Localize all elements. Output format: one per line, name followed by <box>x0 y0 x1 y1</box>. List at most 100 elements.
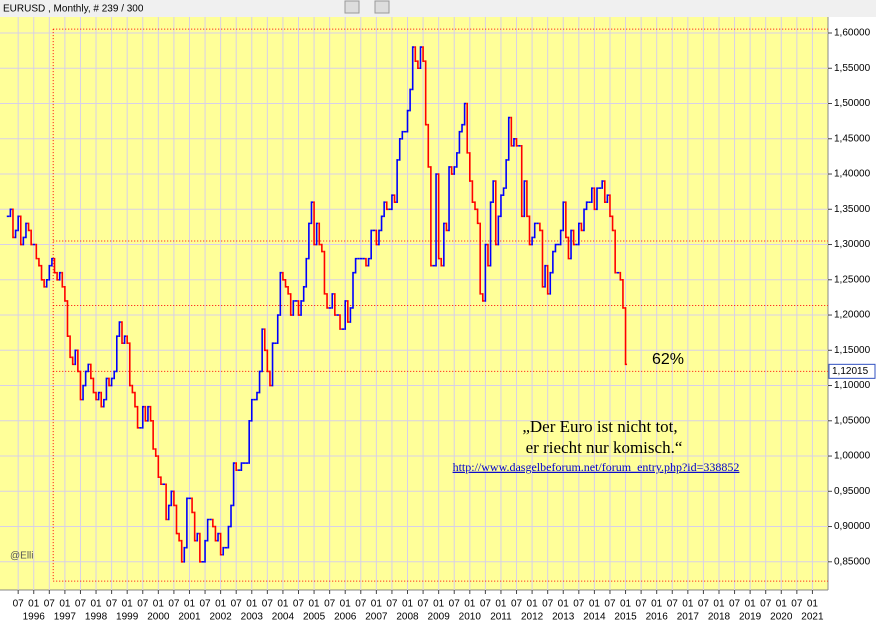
ohlc-bar <box>180 539 184 563</box>
ohlc-bar <box>541 229 544 288</box>
ohlc-bar <box>577 222 581 246</box>
ohlc-bar <box>525 180 529 218</box>
year-label: 2001 <box>178 612 201 623</box>
ohlc-bar <box>17 215 20 232</box>
ohlc-bar <box>87 363 90 373</box>
quote-line: er riecht nur komisch.“ <box>526 438 683 457</box>
x-tick-label: 01 <box>59 599 71 610</box>
ohlc-bar <box>248 419 251 464</box>
year-label: 2019 <box>739 612 762 623</box>
ohlc-bar <box>375 229 378 246</box>
ohlc-bar <box>313 201 316 246</box>
year-label: 2013 <box>552 612 575 623</box>
ohlc-bar <box>523 180 526 218</box>
ohlc-bar <box>89 363 93 380</box>
ohlc-bar <box>40 264 44 281</box>
ohlc-bar <box>196 532 199 542</box>
ohlc-bar <box>211 518 215 528</box>
ohlc-bar <box>479 222 482 295</box>
ohlc-bar <box>476 208 480 225</box>
year-label: 1999 <box>116 612 139 623</box>
ohlc-bar <box>463 102 467 126</box>
ohlc-bar <box>326 293 329 309</box>
x-tick-label: 01 <box>433 599 445 610</box>
ohlc-bar <box>608 194 612 218</box>
ohlc-bar <box>170 490 173 507</box>
ohlc-bar <box>333 293 337 316</box>
ohlc-bar <box>427 123 430 168</box>
ohlc-bar <box>268 370 272 387</box>
x-tick-label: 01 <box>745 599 757 610</box>
ohlc-bar <box>219 532 223 556</box>
x-tick-label: 07 <box>13 599 25 610</box>
ohlc-bar <box>289 293 293 316</box>
ohlc-bar <box>352 271 355 309</box>
x-tick-label: 07 <box>386 599 398 610</box>
ohlc-bar <box>380 215 384 232</box>
x-tick-label: 01 <box>277 599 289 610</box>
ohlc-bar <box>53 257 57 274</box>
year-label: 2005 <box>303 612 326 623</box>
x-tick-label: 07 <box>511 599 523 610</box>
ohlc-bar <box>279 271 282 316</box>
ohlc-bar <box>471 180 474 204</box>
ohlc-bar <box>611 215 615 232</box>
header-button[interactable] <box>344 0 360 14</box>
ohlc-bar <box>364 257 368 267</box>
ohlc-bar <box>416 60 420 70</box>
link[interactable]: http://www.dasgelbeforum.net/forum_entry… <box>453 460 740 474</box>
ohlc-bar <box>191 497 194 514</box>
y-tick-label: 1,10000 <box>834 380 871 391</box>
percent-annotation: 62% <box>652 351 684 368</box>
ohlc-bar <box>383 201 386 218</box>
last-price-box <box>828 363 876 379</box>
ohlc-bar <box>255 391 259 401</box>
ohlc-bar <box>22 236 25 246</box>
year-label: 2017 <box>677 612 700 623</box>
x-tick-label: 01 <box>371 599 383 610</box>
ohlc-bar <box>271 342 275 387</box>
ohlc-bar <box>66 300 69 337</box>
ohlc-bar <box>619 271 622 281</box>
ohlc-bar <box>37 257 41 267</box>
last-price-label: 1,12015 <box>832 366 869 377</box>
year-label: 2018 <box>708 612 731 623</box>
year-label: 1997 <box>54 612 77 623</box>
ohlc-bar <box>240 462 243 471</box>
x-tick-label: 01 <box>309 599 321 610</box>
year-label: 2010 <box>459 612 482 623</box>
year-label: 2002 <box>210 612 233 623</box>
ohlc-bar <box>9 208 12 218</box>
year-label: 2007 <box>365 612 388 623</box>
credit: @Elli <box>10 551 34 562</box>
ohlc-bar <box>551 250 555 274</box>
ohlc-bar <box>512 137 516 147</box>
ohlc-bar <box>315 222 319 246</box>
x-tick-label: 07 <box>44 599 56 610</box>
ohlc-bar <box>621 278 625 309</box>
ohlc-bar <box>377 229 381 246</box>
x-tick-label: 07 <box>355 599 367 610</box>
header-button[interactable] <box>374 0 390 14</box>
x-tick-label: 07 <box>168 599 180 610</box>
chart-title: EURUSD , Monthly, # 239 / 300 <box>3 4 144 15</box>
ohlc-bar <box>276 314 280 345</box>
ohlc-bar <box>437 173 441 260</box>
ohlc-bar <box>354 257 358 274</box>
ohlc-bar <box>79 370 82 401</box>
ohlc-bar <box>292 300 295 316</box>
ohlc-bar <box>320 243 324 253</box>
ohlc-bar <box>105 377 108 401</box>
ohlc-bar <box>614 229 617 274</box>
x-tick-label: 07 <box>480 599 492 610</box>
ohlc-bar <box>546 264 550 295</box>
ohlc-bar <box>183 546 186 563</box>
ohlc-bar <box>214 525 217 542</box>
ohlc-bar <box>258 370 262 394</box>
ohlc-bar <box>56 271 59 281</box>
y-tick-label: 1,40000 <box>834 169 871 180</box>
ohlc-bar <box>515 137 519 147</box>
ohlc-bar <box>82 384 85 401</box>
ohlc-bar <box>448 166 451 232</box>
